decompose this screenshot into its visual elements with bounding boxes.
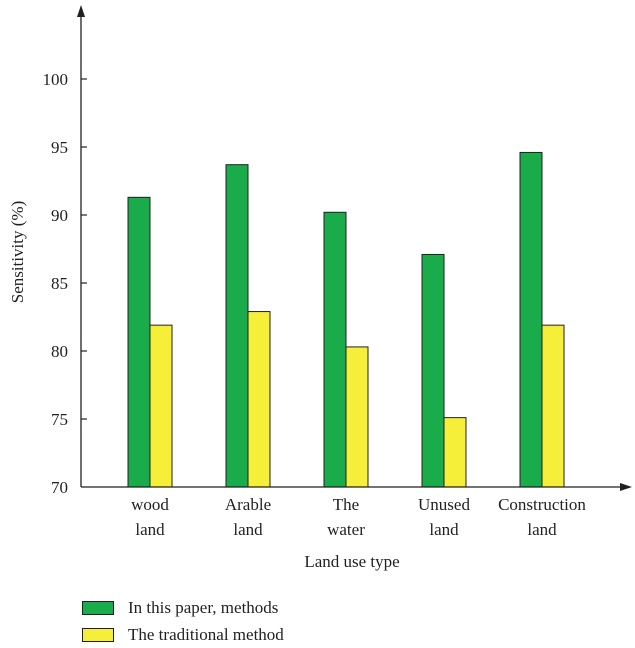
y-tick-label: 75 [51, 410, 68, 429]
bar-this-paper-3 [421, 253, 445, 488]
y-tick-label: 95 [51, 138, 68, 157]
bar-traditional-3 [443, 417, 467, 488]
bar-traditional-0 [149, 324, 173, 488]
x-tick-label: Construction [498, 495, 586, 514]
bar-this-paper-1 [225, 164, 249, 488]
y-tick-label: 90 [51, 206, 68, 225]
x-tick-label: land [135, 520, 165, 539]
x-tick-label: land [527, 520, 557, 539]
y-tick-label: 70 [51, 478, 68, 497]
x-axis-title: Land use type [304, 552, 399, 571]
bar-this-paper-0 [127, 196, 151, 488]
y-axis-title: Sensitivity (%) [8, 201, 27, 303]
x-tick-label: water [327, 520, 365, 539]
x-axis-arrowhead [620, 483, 632, 491]
bar-this-paper-2 [323, 211, 347, 488]
y-tick-label: 85 [51, 274, 68, 293]
x-tick-label: The [333, 495, 359, 514]
x-tick-label: wood [131, 495, 169, 514]
x-tick-label: Arable [225, 495, 271, 514]
bar-this-paper-4 [519, 151, 543, 488]
y-axis-arrowhead [77, 5, 85, 17]
legend-label: In this paper, methods [128, 597, 279, 617]
legend: In this paper, methods The traditional m… [82, 594, 284, 648]
y-tick-label: 100 [43, 70, 69, 89]
legend-swatch-green [82, 600, 114, 615]
x-tick-label: land [233, 520, 263, 539]
legend-item-series-1: In this paper, methods [82, 594, 284, 621]
bar-traditional-2 [345, 346, 369, 488]
x-tick-label: Unused [418, 495, 470, 514]
legend-swatch-yellow [82, 627, 114, 642]
x-tick-label: land [429, 520, 459, 539]
x-axis-ticks: wood land Arable land The water Unused land Cons… [131, 495, 586, 539]
legend-item-series-2: The traditional method [82, 621, 284, 648]
plot-marks [127, 151, 565, 488]
y-axis-ticks: 70 75 80 85 90 95 100 [43, 70, 87, 497]
legend-label: The traditional method [128, 624, 284, 644]
bar-traditional-4 [541, 324, 565, 488]
bar-traditional-1 [247, 311, 271, 488]
y-tick-label: 80 [51, 342, 68, 361]
